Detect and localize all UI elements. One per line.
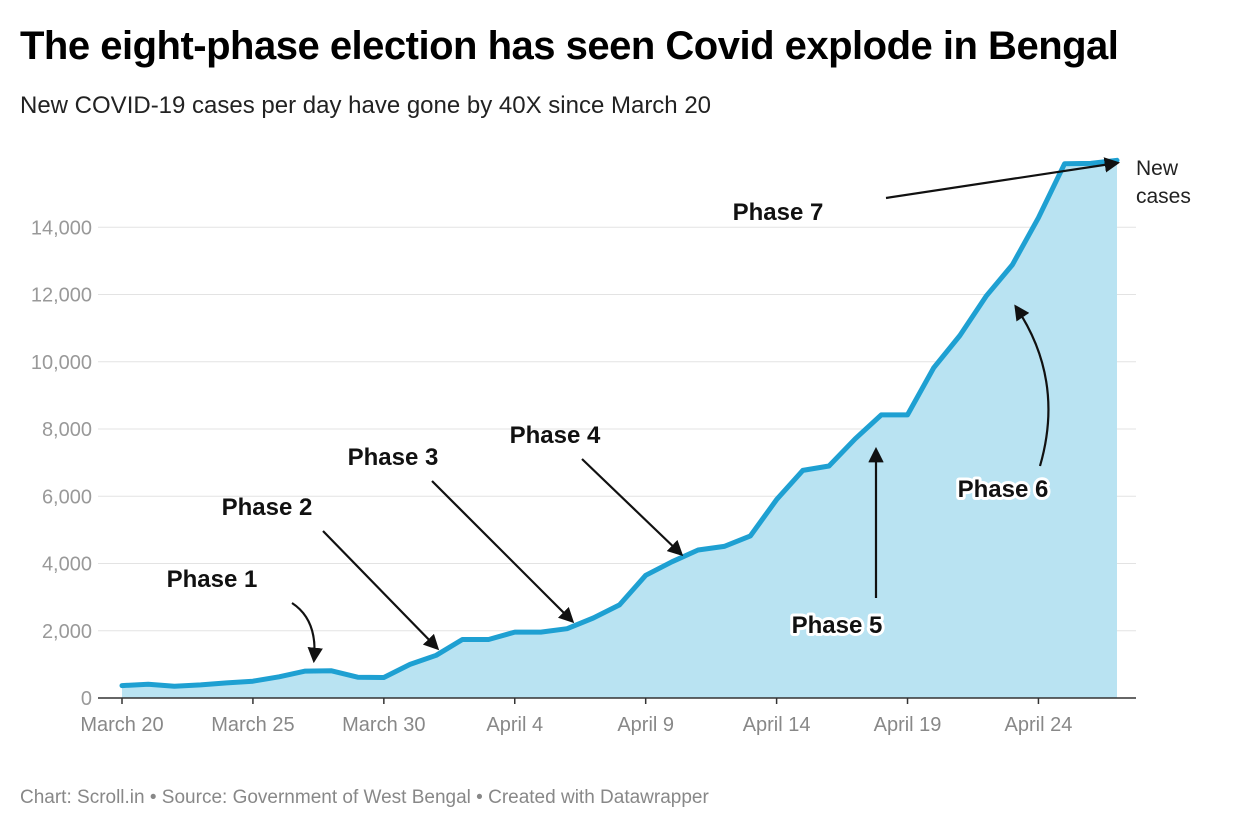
x-tick-label: April 4 xyxy=(486,714,543,736)
y-tick-label: 0 xyxy=(81,688,92,710)
y-tick-label: 8,000 xyxy=(42,419,92,441)
y-tick-label: 2,000 xyxy=(42,621,92,643)
y-tick-label: 12,000 xyxy=(31,285,92,307)
annotation-arrow xyxy=(322,530,440,651)
annotation-label: Phase 2 xyxy=(222,494,313,521)
x-tick-label: March 30 xyxy=(342,714,425,736)
series-end-label-line1: New xyxy=(1136,157,1179,180)
chart-subtitle: New COVID-19 cases per day have gone by … xyxy=(20,92,712,119)
annotation-label: Phase 5 xyxy=(792,612,883,639)
annotation-arrow xyxy=(431,480,575,624)
annotation-label: Phase 6 xyxy=(958,476,1049,503)
chart-title: The eight-phase election has seen Covid … xyxy=(20,24,1119,68)
annotation-arrow xyxy=(581,458,684,557)
annotations: New cases Phase 1 Phase 2 Phase 3 Phase 4 Phas… xyxy=(167,157,1191,664)
annotation-label: Phase 3 xyxy=(348,444,439,471)
series-line-new-cases xyxy=(119,157,1120,689)
chart-footer: Chart: Scroll.in • Source: Government of… xyxy=(20,787,709,808)
annotation-arrow xyxy=(1014,304,1050,467)
x-tick-label: April 9 xyxy=(617,714,674,736)
y-tick-label: 10,000 xyxy=(31,352,92,374)
axes: 0 2,000 4,000 6,000 8,000 10,000 12,000 14,000 M… xyxy=(31,217,1136,736)
annotation-arrow xyxy=(885,157,1121,200)
annotation-label: Phase 4 xyxy=(510,422,601,449)
area-fill xyxy=(122,160,1117,699)
x-tick-label: April 19 xyxy=(874,714,942,736)
y-tick-label: 14,000 xyxy=(31,217,92,239)
annotation-label: Phase 7 xyxy=(733,199,824,226)
x-tick-label: March 20 xyxy=(80,714,163,736)
area-layer xyxy=(119,157,1120,699)
x-tick-label: April 14 xyxy=(743,714,811,736)
x-tick-label: March 25 xyxy=(211,714,294,736)
series-end-label-line2: cases xyxy=(1136,185,1191,208)
y-tick-label: 6,000 xyxy=(42,486,92,508)
y-tick-label: 4,000 xyxy=(42,554,92,576)
annotation-arrow xyxy=(291,602,323,664)
x-tick-label: April 24 xyxy=(1005,714,1073,736)
annotation-label: Phase 1 xyxy=(167,566,258,593)
